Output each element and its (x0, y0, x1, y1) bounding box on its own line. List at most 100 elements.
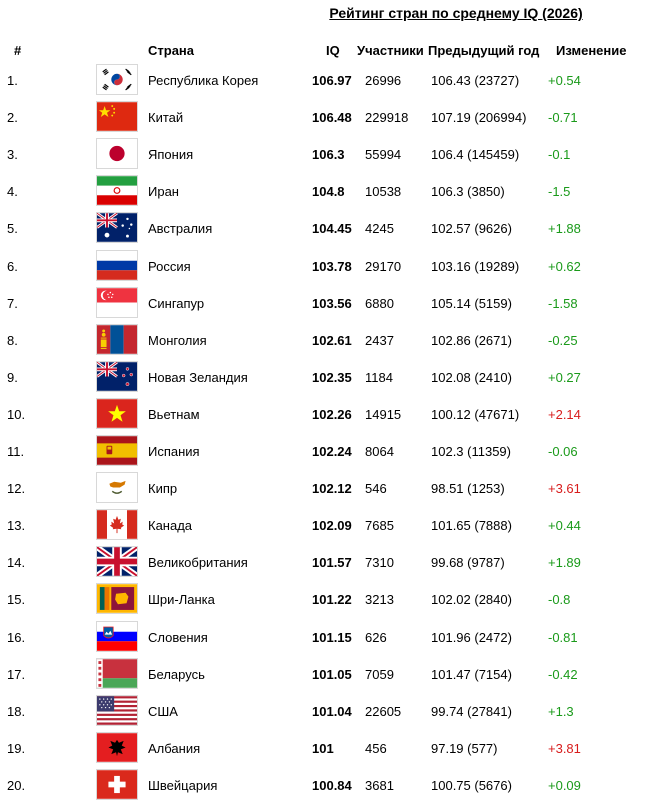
iq-value: 104.8 (312, 184, 345, 200)
header-rank: # (14, 43, 22, 58)
previous-year-value: 100.75 (5676) (431, 777, 512, 793)
previous-year-value: 102.86 (2671) (431, 332, 512, 348)
table-row: 15. Шри-Ланка 101.22 3213 102.02 (2840) -0.8 (0, 581, 649, 618)
change-value: +2.14 (548, 406, 581, 422)
participants-count: 2437 (365, 332, 394, 348)
rank-cell: 7. (7, 295, 18, 311)
table-row: 16. Словения 101.15 626 101.96 (2472) -0.81 (0, 619, 649, 656)
previous-year-value: 99.74 (27841) (431, 703, 512, 719)
previous-year-value: 101.47 (7154) (431, 666, 512, 682)
sri-lanka-flag (96, 583, 138, 615)
country-name: Монголия (148, 332, 207, 348)
change-value: +3.81 (548, 740, 581, 756)
rank-cell: 2. (7, 110, 18, 126)
change-value: -1.58 (548, 295, 578, 311)
country-name: Республика Корея (148, 73, 259, 88)
country-name: Вьетнам (148, 406, 200, 422)
participants-count: 3213 (365, 592, 394, 608)
participants-count: 22605 (365, 703, 402, 719)
country-name: Албания (148, 740, 201, 756)
table-row: 1. Республика Корея 106.97 26996 106.43 (237… (0, 62, 649, 99)
previous-year-value: 101.96 (2472) (431, 629, 512, 645)
participants-count: 8064 (365, 444, 394, 459)
table-row: 8. Монголия 102.61 2437 102.86 (2671) -0.25 (0, 322, 649, 359)
usa-flag (96, 694, 138, 726)
rank-cell: 11. (7, 444, 25, 459)
table-row: 5. Австралия 104.45 4245 102.57 (9626) +1.88 (0, 210, 649, 247)
table-row: 3. Япония 106.3 55994 106.4 (145459) -0.1 (0, 136, 649, 173)
previous-year-value: 106.43 (23727) (431, 73, 520, 88)
page-title: Рейтинг стран по среднему IQ (2026) (329, 5, 583, 21)
previous-year-value: 99.68 (9787) (431, 555, 505, 571)
table-row: 10. Вьетнам 102.26 14915 100.12 (47671) +2.14 (0, 396, 649, 433)
participants-count: 7310 (365, 555, 394, 571)
rank-cell: 9. (7, 369, 18, 385)
vietnam-flag (96, 397, 138, 429)
country-name: Шри-Ланка (148, 592, 215, 608)
previous-year-value: 97.19 (577) (431, 740, 498, 756)
japan-flag (96, 138, 138, 170)
change-value: +3.61 (548, 481, 581, 497)
change-value: -0.71 (548, 110, 578, 126)
rank-cell: 18. (7, 703, 26, 719)
table-row: 2. Китай 106.48 229918 107.19 (206994) -0.71 (0, 99, 649, 136)
previous-year-value: 101.65 (7888) (431, 518, 512, 534)
header-previous-year: Предыдущий год (428, 43, 540, 58)
participants-count: 7685 (365, 518, 394, 534)
participants-count: 3681 (365, 777, 394, 793)
rank-cell: 15. (7, 592, 26, 608)
australia-flag (96, 212, 138, 244)
previous-year-value: 102.57 (9626) (431, 221, 512, 237)
iq-value: 102.61 (312, 332, 352, 348)
country-name: Япония (148, 147, 194, 163)
change-value: +1.89 (548, 555, 581, 571)
country-name: Кипр (148, 481, 178, 497)
table-row: 7. Сингапур 103.56 6880 105.14 (5159) -1.58 (0, 285, 649, 322)
rank-cell: 13. (7, 518, 26, 534)
country-name: Швейцария (148, 777, 218, 793)
header-change: Изменение (556, 43, 627, 58)
mongolia-flag (96, 323, 138, 355)
change-value: +0.09 (548, 777, 581, 793)
previous-year-value: 102.02 (2840) (431, 592, 512, 608)
iq-value: 101.05 (312, 666, 352, 682)
table-row: 11. Испания 102.24 8064 102.3 (11359) -0.06 (0, 433, 649, 470)
previous-year-value: 102.3 (11359) (431, 444, 511, 459)
rank-cell: 14. (7, 555, 26, 571)
table-row: 6. Россия 103.78 29170 103.16 (19289) +0.62 (0, 248, 649, 285)
country-name: Австралия (148, 221, 213, 237)
country-name: Иран (148, 184, 179, 200)
change-value: +1.3 (548, 703, 574, 719)
previous-year-value: 100.12 (47671) (431, 406, 520, 422)
iq-value: 100.84 (312, 777, 352, 793)
rank-cell: 17. (7, 666, 26, 682)
iq-value: 103.78 (312, 258, 352, 274)
iq-value: 102.24 (312, 444, 352, 459)
previous-year-value: 106.3 (3850) (431, 184, 505, 200)
country-name: США (148, 703, 178, 719)
participants-count: 55994 (365, 147, 402, 163)
belarus-flag (96, 657, 138, 689)
previous-year-value: 103.16 (19289) (431, 258, 520, 274)
spain-flag (96, 435, 138, 466)
previous-year-value: 102.08 (2410) (431, 369, 512, 385)
change-value: +1.88 (548, 221, 581, 237)
country-name: Китай (148, 110, 184, 126)
canada-flag (96, 509, 138, 541)
iq-value: 101.04 (312, 703, 352, 719)
iq-value: 102.26 (312, 406, 352, 422)
table-row: 9. Новая Зеландия 102.35 1184 102.08 (2410) +… (0, 359, 649, 396)
iq-value: 106.48 (312, 110, 352, 126)
iq-value: 101.22 (312, 592, 352, 608)
rank-cell: 4. (7, 184, 18, 200)
table-row: 18. США 101.04 22605 99.74 (27841) +1.3 (0, 693, 649, 730)
participants-count: 4245 (365, 221, 394, 237)
change-value: -1.5 (548, 184, 571, 200)
table-row: 17. Беларусь 101.05 7059 101.47 (7154) -0.42 (0, 656, 649, 693)
participants-count: 7059 (365, 666, 394, 682)
south-korea-flag (96, 64, 138, 95)
participants-count: 29170 (365, 258, 402, 274)
iq-value: 103.56 (312, 295, 352, 311)
previous-year-value: 106.4 (145459) (431, 147, 520, 163)
country-name: Великобритания (148, 555, 248, 571)
